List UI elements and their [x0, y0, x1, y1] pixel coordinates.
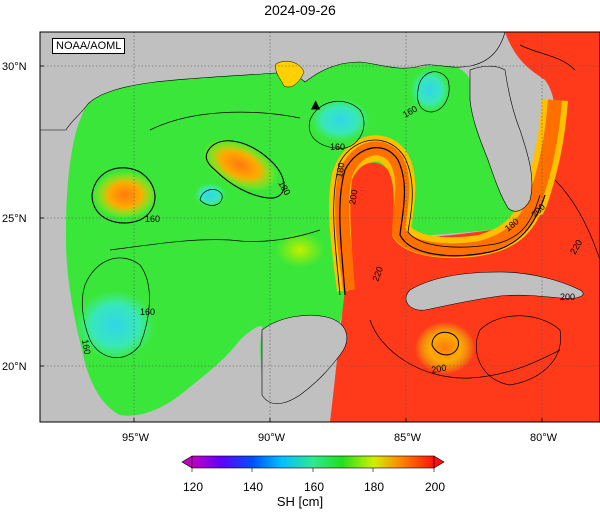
delta [275, 61, 305, 88]
contour-label: 160 [80, 339, 92, 356]
map-title: 2024-09-26 [264, 2, 336, 18]
warm-eddy-caribbean [415, 322, 475, 374]
contour-lines [81, 44, 600, 386]
warm-eddy-west [93, 171, 157, 219]
lon-label-85w: 85°W [394, 432, 422, 444]
lat-label-25n: 25°N [2, 213, 27, 225]
cold-eddy-southwest [75, 290, 155, 360]
contour-label: 160 [140, 307, 155, 317]
yucatan [261, 315, 348, 404]
lat-label-30n: 30°N [2, 61, 27, 73]
credit-label: NOAA/AOML [52, 38, 126, 54]
frame-ticks [40, 65, 543, 422]
contour-label: 200 [560, 292, 575, 302]
lon-label-80w: 80°W [530, 432, 558, 444]
mexico [40, 32, 330, 422]
map-frame [39, 31, 600, 423]
contour-label: 220 [370, 265, 385, 283]
warm-eddy-central [202, 138, 278, 192]
contour-label: 200 [431, 363, 448, 375]
cold-eddy-north [310, 98, 370, 142]
cold-eddy-small [194, 183, 226, 207]
lon-label-95w: 95°W [122, 432, 150, 444]
colorbar-tick-120: 120 [183, 480, 203, 494]
lat-label-20n: 20°N [2, 361, 27, 373]
contour-label: 160 [145, 214, 160, 224]
colorbar-tick-180: 180 [364, 480, 384, 494]
colorbar: 120 140 160 180 200 [181, 455, 445, 494]
contour-label: 180 [334, 162, 346, 179]
colorbar-tick-140: 140 [243, 480, 263, 494]
colorbar-tick-200: 200 [425, 480, 445, 494]
graticule [40, 32, 600, 422]
lon-label-90w: 90°W [258, 432, 286, 444]
cold-eddy-northeast [410, 68, 450, 112]
buoy-triangle-icon: ▲ [311, 97, 321, 111]
colorbar-title: SH [cm] [276, 494, 324, 509]
florida [469, 65, 533, 212]
yellow-patch [275, 232, 325, 268]
contour-label: 160 [330, 142, 345, 152]
colorbar-tick-160: 160 [304, 480, 324, 494]
contour-label: 200 [347, 189, 359, 206]
cuba [405, 271, 584, 311]
